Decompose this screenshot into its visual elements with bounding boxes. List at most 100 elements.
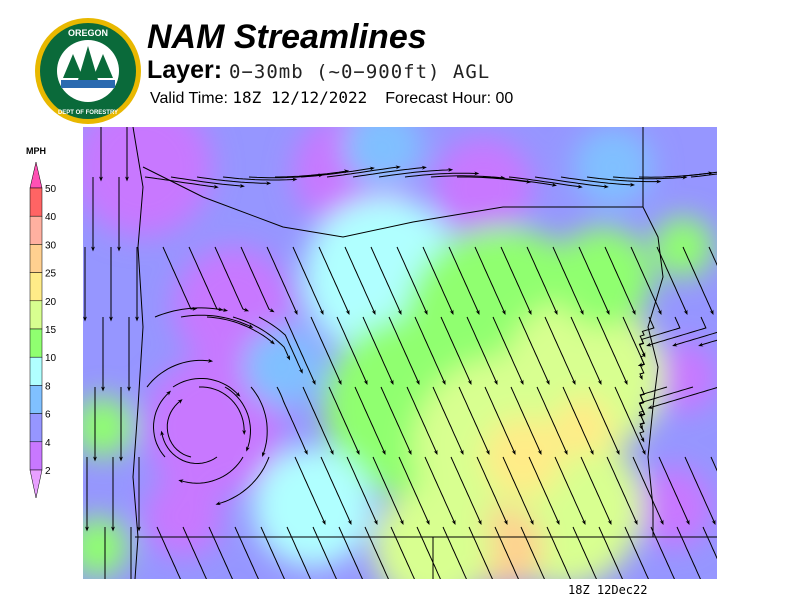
- streamline: [362, 316, 394, 385]
- legend-swatch: [29, 300, 43, 330]
- wind-speed-area: [553, 397, 613, 457]
- streamline: [294, 456, 326, 525]
- streamline: [326, 165, 401, 178]
- streamline: [710, 456, 717, 472]
- streamline: [338, 526, 363, 579]
- streamline: [508, 176, 583, 189]
- streamline: [215, 456, 270, 506]
- streamline: [178, 456, 244, 484]
- streamline: [534, 176, 609, 189]
- streamline: [424, 456, 456, 525]
- streamline: [275, 169, 350, 178]
- streamline: [622, 316, 645, 380]
- streamline: [606, 456, 638, 525]
- streamline: [364, 526, 389, 579]
- streamline: [182, 526, 207, 579]
- streamline: [450, 456, 482, 525]
- streamline: [638, 316, 681, 358]
- streamline: [630, 246, 662, 315]
- streamline: [510, 386, 542, 455]
- streamline: [146, 358, 214, 388]
- streamline: [378, 167, 454, 178]
- streamline: [442, 526, 467, 579]
- layer-value: 0−30mb (~0−900ft) AGL: [229, 61, 491, 83]
- streamline: [396, 246, 428, 315]
- streamline: [328, 386, 360, 455]
- streamline: [544, 316, 576, 385]
- streamline: [676, 526, 701, 579]
- streamline: [572, 526, 597, 579]
- streamline: [318, 246, 350, 315]
- streamline: [310, 316, 342, 385]
- streamline: [632, 456, 664, 525]
- forecast-label: Forecast Hour:: [385, 90, 492, 107]
- streamline: [484, 386, 516, 455]
- streamline: [166, 399, 192, 458]
- streamline: [214, 246, 250, 312]
- legend-tick-label: 15: [45, 325, 57, 336]
- legend-tick-label: 20: [45, 297, 57, 308]
- streamline: [312, 526, 337, 579]
- streamline: [614, 386, 646, 455]
- streamline: [690, 173, 717, 178]
- streamline: [154, 307, 229, 318]
- streamline: [650, 526, 675, 579]
- streamline: [352, 165, 427, 178]
- legend-swatch: [29, 385, 43, 414]
- streamline: [250, 386, 268, 457]
- streamline: [232, 316, 291, 361]
- wind-speed-area: [483, 417, 563, 497]
- streamline: [336, 316, 368, 385]
- legend-tick-label: 2: [45, 466, 51, 477]
- streamline: [234, 526, 259, 579]
- streamline: [492, 316, 524, 385]
- legend-tick-label: 4: [45, 438, 51, 449]
- state-border: [642, 127, 664, 537]
- wind-speed-area: [373, 487, 493, 579]
- columbia-river: [142, 166, 643, 238]
- streamline: [199, 386, 247, 435]
- legend-tick-label: 8: [45, 381, 51, 392]
- streamline: [292, 246, 324, 315]
- streamline: [458, 386, 490, 455]
- streamline: [656, 246, 688, 315]
- legend-swatch: [29, 272, 43, 302]
- streamline: [422, 246, 454, 315]
- streamline: [598, 526, 623, 579]
- streamline: [474, 246, 506, 315]
- streamline: [416, 526, 441, 579]
- wind-speed-area: [433, 137, 533, 237]
- wind-speed-area: [243, 327, 323, 407]
- streamline: [476, 456, 508, 525]
- legend-swatch: [29, 187, 43, 217]
- legend-above-arrow: [29, 161, 43, 189]
- streamline: [152, 390, 171, 458]
- streamline: [188, 246, 224, 312]
- streamline: [380, 386, 412, 455]
- streamline: [240, 246, 275, 313]
- streamline: [658, 456, 690, 525]
- valid-info: Valid Time: 18Z 12/12/2022 Forecast Hour:…: [150, 88, 513, 108]
- streamline: [580, 456, 612, 525]
- legend-tick-label: 10: [45, 353, 57, 364]
- streamline: [528, 456, 560, 525]
- streamline: [596, 316, 628, 385]
- layer-label: Layer:: [147, 56, 223, 84]
- streamline: [520, 526, 545, 579]
- svg-text:OREGON: OREGON: [68, 28, 108, 38]
- streamline: [180, 314, 254, 328]
- legend-swatch: [29, 215, 43, 245]
- streamline: [224, 386, 252, 452]
- streamline: [222, 176, 298, 182]
- streamline: [144, 176, 219, 189]
- legend-tick-label: 25: [45, 269, 57, 280]
- layer-info: Layer: 0−30mb (~0−900ft) AGL: [147, 56, 490, 85]
- streamline: [588, 386, 620, 455]
- streamline: [302, 386, 334, 455]
- wind-speed-area: [573, 127, 653, 207]
- wind-speed-area: [83, 127, 213, 237]
- legend-swatch: [29, 244, 43, 273]
- streamline: [562, 386, 594, 455]
- streamline: [526, 246, 558, 315]
- streamline: [390, 526, 415, 579]
